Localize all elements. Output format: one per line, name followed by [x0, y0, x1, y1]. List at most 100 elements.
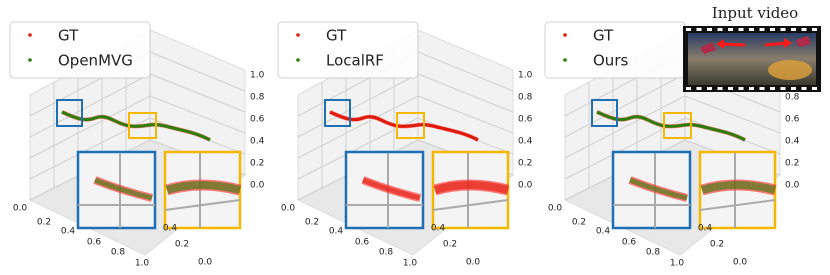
- film-hole: [707, 28, 712, 31]
- grid-line: [149, 95, 246, 134]
- zoom-box: [56, 99, 83, 127]
- z-tick-label: 1.0: [250, 71, 265, 81]
- film-hole: [801, 87, 807, 90]
- film-hole: [812, 28, 817, 31]
- legend-marker: [28, 33, 32, 37]
- grid-line: [564, 73, 686, 138]
- z-tick-label: 1.0: [518, 71, 533, 81]
- y-tick-label: 0.0: [198, 258, 213, 268]
- grid-line: [417, 95, 514, 134]
- film-hole: [791, 87, 796, 90]
- zoom-box: [591, 99, 618, 127]
- y-tick-label: 0.0: [466, 258, 481, 268]
- film-hole: [696, 28, 702, 31]
- z-tick-label: 0.6: [250, 115, 265, 125]
- z-tick-label: 0.4: [518, 137, 533, 147]
- x-tick-label: 1.0: [670, 259, 685, 269]
- legend-box: [277, 21, 419, 79]
- inset-trajectory: [700, 181, 776, 194]
- z-tick-label: 0.6: [518, 115, 533, 125]
- film-hole: [770, 87, 775, 90]
- x-tick-label: 0.0: [13, 204, 28, 214]
- x-tick-label: 0.4: [61, 227, 76, 237]
- x-tick-label: 0.2: [37, 218, 51, 228]
- x-tick-label: 0.6: [87, 238, 102, 248]
- film-hole: [812, 87, 817, 90]
- z-tick-label: 0.2: [518, 159, 532, 169]
- film-hole: [770, 28, 775, 31]
- legend-marker: [296, 33, 300, 37]
- x-tick-label: 0.8: [111, 248, 126, 258]
- x-tick-label: 0.6: [355, 238, 370, 248]
- y-tick-label: 0.4: [163, 224, 178, 234]
- grid-line: [297, 73, 419, 138]
- z-tick-label: 0.8: [518, 93, 533, 103]
- film-hole: [696, 87, 702, 90]
- inset-trajectory: [362, 177, 421, 201]
- y-tick-label: 0.2: [443, 240, 457, 250]
- legend-box: [9, 21, 151, 79]
- film-hole: [759, 28, 765, 31]
- film-hole: [791, 28, 796, 31]
- y-tick-label: 0.2: [175, 240, 189, 250]
- film-hole: [728, 28, 733, 31]
- x-tick-label: 0.4: [329, 227, 344, 237]
- legend-marker: [563, 58, 567, 62]
- grid-line: [29, 95, 151, 159]
- z-tick-label: 0.4: [785, 137, 800, 147]
- x-tick-label: 1.0: [135, 259, 150, 269]
- grid-line: [149, 73, 246, 113]
- panel: 1.0 0.8 0.6 0.4 0.2 0.0 0.0 0.2 0.4 0.6 0.8 1.0 0.0 0…: [9, 21, 265, 269]
- legend-box: [544, 21, 686, 79]
- film-hole: [728, 87, 733, 90]
- legend-label: GT: [593, 27, 614, 45]
- legend-label: GT: [326, 27, 347, 45]
- y-tick-label: 0.4: [698, 224, 713, 234]
- legend-marker: [563, 33, 567, 37]
- film-hole: [738, 87, 744, 90]
- grid-line: [564, 95, 686, 159]
- film-hole: [780, 87, 786, 90]
- grid-line: [684, 95, 781, 134]
- panel: 1.0 0.8 0.6 0.4 0.2 0.0 0.0 0.2 0.4 0.6 0.8 1.0 0.0 0…: [277, 21, 533, 269]
- z-tick-label: 0.0: [785, 181, 800, 191]
- inset-trajectory: [165, 181, 241, 194]
- grid-line: [417, 73, 514, 113]
- x-tick-label: 0.8: [379, 248, 394, 258]
- legend-label: GT: [58, 27, 79, 45]
- z-tick-label: 0.0: [250, 181, 265, 191]
- z-tick-label: 0.2: [250, 159, 264, 169]
- x-tick-label: 0.4: [596, 227, 611, 237]
- legend-label: OpenMVG: [58, 52, 133, 70]
- z-tick-label: 0.6: [785, 115, 800, 125]
- grid-line: [149, 51, 246, 92]
- inset-trajectory: [629, 177, 688, 201]
- x-tick-label: 1.0: [403, 259, 418, 269]
- film-hole: [749, 87, 754, 90]
- grid-line: [417, 51, 514, 92]
- legend-marker: [28, 58, 32, 62]
- film-hole: [717, 87, 723, 90]
- inset-trajectory: [94, 177, 153, 201]
- film-hole: [686, 87, 691, 90]
- legend-marker: [296, 58, 300, 62]
- film-hole: [707, 87, 712, 90]
- grid-line: [29, 73, 151, 138]
- film-hole: [686, 28, 691, 31]
- z-tick-label: 0.4: [250, 137, 265, 147]
- zoom-box: [663, 112, 692, 139]
- zoom-box: [324, 99, 351, 127]
- input-video-thumbnail: [683, 26, 821, 92]
- y-tick-label: 0.2: [710, 240, 724, 250]
- inset-trajectory: [433, 181, 509, 194]
- zoom-box: [396, 112, 425, 139]
- z-tick-label: 0.8: [785, 93, 800, 103]
- film-hole: [780, 28, 786, 31]
- x-tick-label: 0.6: [622, 238, 637, 248]
- film-hole: [749, 28, 754, 31]
- x-tick-label: 0.2: [305, 218, 319, 228]
- y-tick-label: 0.4: [431, 224, 446, 234]
- x-tick-label: 0.8: [646, 248, 661, 258]
- input-video-title: Input video: [712, 4, 798, 22]
